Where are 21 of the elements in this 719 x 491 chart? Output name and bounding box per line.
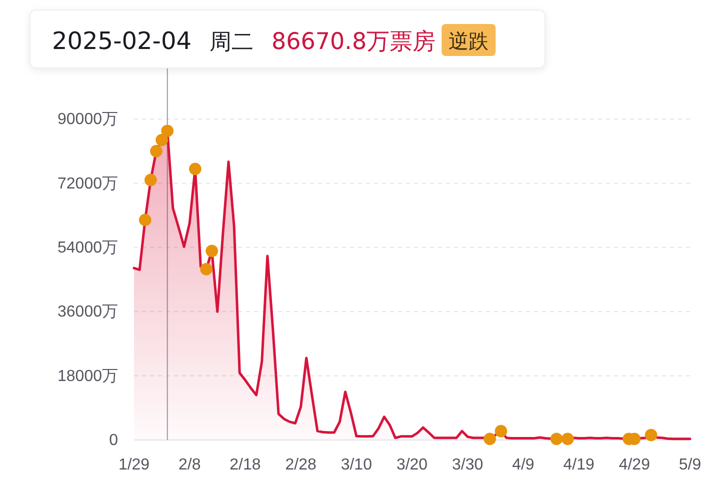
y-tick-label: 0 [109, 432, 118, 450]
text: 逆跌 [448, 29, 489, 53]
x-tick-label: 2/28 [285, 456, 316, 474]
x-tick-label: 2/18 [230, 456, 261, 474]
x-tick-label: 3/20 [396, 456, 428, 474]
y-tick-label: 90000万 [58, 111, 118, 128]
x-tick-label: 4/9 [512, 456, 534, 474]
y-tick-label: 18000万 [58, 368, 118, 385]
x-tick-label: 2/8 [178, 456, 201, 474]
y-tick-label: 54000万 [58, 240, 118, 257]
y-tick-label: 72000万 [58, 175, 118, 192]
x-tick-label: 1/29 [118, 456, 150, 474]
chart-title: 2025-02-04 [52, 27, 192, 55]
y-tick-label: 36000万 [58, 304, 118, 321]
x-tick-label: 3/30 [452, 456, 484, 474]
x-tick-label: 5/9 [678, 456, 702, 474]
text: 86670.8万票房 [271, 29, 436, 55]
chart-subtitle: 周二 [209, 30, 254, 55]
x-tick-label: 3/10 [340, 456, 372, 474]
x-tick-label: 4/29 [618, 456, 650, 474]
x-tick-label: 4/19 [563, 456, 594, 474]
